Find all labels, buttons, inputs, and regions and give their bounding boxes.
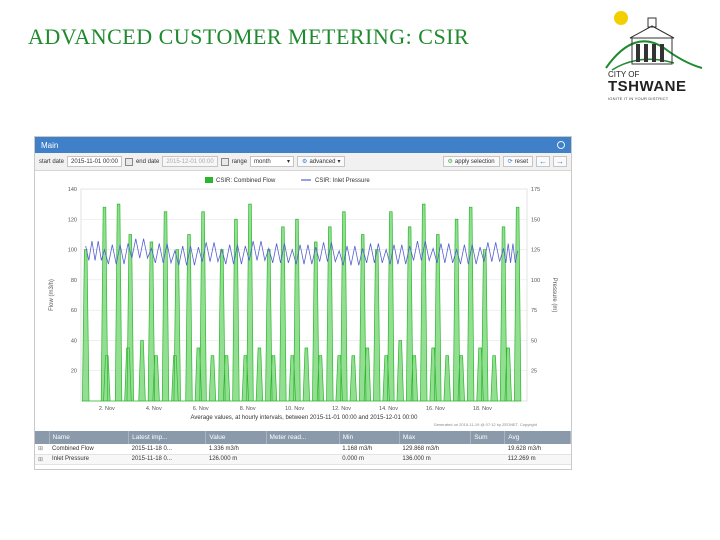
panel-title: Main xyxy=(41,140,59,150)
table-cell: Inlet Pressure xyxy=(49,454,129,465)
x-tick-label: 18. Nov xyxy=(473,406,492,412)
city-logo xyxy=(605,11,703,71)
column-header[interactable]: Sum xyxy=(470,431,506,444)
table-cell: 136.000 m xyxy=(399,454,471,465)
table-cell: Combined Flow xyxy=(49,444,129,455)
table-cell xyxy=(266,454,340,465)
y-tick-label: 40 xyxy=(71,338,77,344)
expand-column-header xyxy=(35,431,50,444)
refresh-icon: ⟳ xyxy=(507,159,513,165)
toolbar: start date 2015-11-01 00:00 end date 201… xyxy=(35,153,571,171)
x-tick-label: 14. Nov xyxy=(379,406,398,412)
range-label: range xyxy=(231,158,248,165)
chart-generated-note: Generated on 2015-11-19 @ 07:12 by ZEDNE… xyxy=(434,422,538,427)
x-tick-label: 8. Nov xyxy=(240,406,256,412)
table-cell: 126.000 m xyxy=(205,454,267,465)
summary-header-row: Name Latest imp... Value Meter read... Min Ma… xyxy=(35,431,571,444)
table-row[interactable]: ⊞ Inlet Pressure 2015-11-18 0... 126.000 m 0… xyxy=(35,454,571,465)
table-cell: 1.168 m3/h xyxy=(339,444,400,455)
end-date-label: end date xyxy=(135,158,160,165)
column-header[interactable]: Avg xyxy=(504,431,571,444)
reset-label: reset xyxy=(514,158,528,165)
y-tick-label: 100 xyxy=(68,248,77,254)
y-axis-label: Flow (m3/h) xyxy=(49,279,55,311)
y-right-tick-label: 175 xyxy=(531,187,540,193)
advanced-label: advanced xyxy=(309,158,336,165)
table-cell xyxy=(470,444,505,455)
y-right-axis-label: Pressure (m) xyxy=(551,278,557,313)
legend-swatch-flow xyxy=(205,177,213,183)
y-tick-label: 140 xyxy=(68,187,77,193)
y-right-tick-label: 125 xyxy=(531,248,540,254)
y-tick-label: 80 xyxy=(71,278,77,284)
legend-label-pressure: CSIR: Inlet Pressure xyxy=(315,178,370,184)
column-header[interactable]: Name xyxy=(49,431,130,444)
logo-city-of: CITY OF xyxy=(608,70,640,79)
x-tick-label: 2. Nov xyxy=(99,406,115,412)
table-cell: 1.336 m3/h xyxy=(205,444,267,455)
table-cell xyxy=(470,454,505,465)
y-tick-label: 60 xyxy=(71,308,77,314)
prev-arrow-icon[interactable]: ← xyxy=(536,156,550,167)
column-header[interactable]: Min xyxy=(339,431,400,444)
flow-pressure-chart: 20 40 60 80 100 120 140 25 50 75 100 125 150 175 2. No… xyxy=(49,177,557,427)
column-header[interactable]: Meter read... xyxy=(266,431,340,444)
summary-table-wrap: Name Latest imp... Value Meter read... Min Ma… xyxy=(35,431,571,465)
table-cell: 0.000 m xyxy=(339,454,400,465)
x-tick-label: 6. Nov xyxy=(193,406,209,412)
x-tick-label: 10. Nov xyxy=(285,406,304,412)
x-tick-label: 4. Nov xyxy=(146,406,162,412)
pressure-series-line xyxy=(85,238,519,266)
table-cell: 2015-11-18 0... xyxy=(128,444,206,455)
chevron-down-icon: ▾ xyxy=(287,159,291,165)
column-header[interactable]: Latest imp... xyxy=(128,431,207,444)
x-tick-label: 12. Nov xyxy=(332,406,351,412)
logo-motto: IGNITE IT IN YOUR DISTRICT xyxy=(608,96,669,101)
logo-city-name: TSHWANE xyxy=(608,78,687,95)
column-header[interactable]: Max xyxy=(399,431,472,444)
range-value: month xyxy=(254,158,271,165)
table-cell: 2015-11-18 0... xyxy=(128,454,206,465)
next-arrow-icon[interactable]: → xyxy=(553,156,567,167)
metering-panel: Main start date 2015-11-01 00:00 end dat… xyxy=(34,136,572,470)
panel-header: Main xyxy=(35,137,571,153)
flow-series-area xyxy=(82,203,522,402)
reset-button[interactable]: ⟳ reset xyxy=(502,156,533,167)
slide-title: ADVANCED CUSTOMER METERING: CSIR xyxy=(28,24,470,49)
calendar-icon[interactable] xyxy=(124,157,133,166)
range-select[interactable]: month ▾ xyxy=(250,156,295,167)
y-right-tick-label: 150 xyxy=(531,217,540,223)
y-tick-label: 120 xyxy=(68,217,77,223)
table-cell: 112.269 m xyxy=(504,454,571,465)
gear-icon[interactable] xyxy=(557,141,565,149)
column-header[interactable]: Value xyxy=(205,431,267,444)
x-tick-label: 16. Nov xyxy=(426,406,445,412)
apply-label: apply selection xyxy=(454,158,495,165)
start-date-input[interactable]: 2015-11-01 00:00 xyxy=(67,156,122,167)
start-date-label: start date xyxy=(39,158,65,165)
apply-selection-button[interactable]: ⚙ apply selection xyxy=(442,156,500,167)
summary-table: Name Latest imp... Value Meter read... Min Ma… xyxy=(35,431,571,465)
table-row[interactable]: ⊞ Combined Flow 2015-11-18 0... 1.336 m3/h 1… xyxy=(35,444,571,455)
chart-footer-note: Average values, at hourly intervals, bet… xyxy=(191,415,419,421)
table-cell xyxy=(266,444,340,455)
y-right-tick-label: 75 xyxy=(531,308,537,314)
legend-label-flow: CSIR: Combined Flow xyxy=(216,178,276,184)
y-tick-label: 20 xyxy=(71,369,77,375)
sun-icon xyxy=(614,11,628,25)
end-date-input[interactable]: 2015-12-01 00:00 xyxy=(162,156,218,167)
y-right-tick-label: 25 xyxy=(531,369,537,375)
chevron-down-icon: ▾ xyxy=(337,159,341,165)
calendar-icon[interactable] xyxy=(220,157,229,166)
expand-icon[interactable]: ⊞ xyxy=(35,454,49,465)
y-right-tick-label: 50 xyxy=(531,338,537,344)
advanced-button[interactable]: ⚙ advanced ▾ xyxy=(297,156,346,167)
gears-icon: ⚙ xyxy=(447,159,453,165)
table-cell: 129.868 m3/h xyxy=(399,444,471,455)
expand-icon[interactable]: ⊞ xyxy=(35,444,49,455)
table-cell: 19.628 m3/h xyxy=(504,444,571,455)
settings-icon: ⚙ xyxy=(302,159,308,165)
y-right-tick-label: 100 xyxy=(531,278,540,284)
